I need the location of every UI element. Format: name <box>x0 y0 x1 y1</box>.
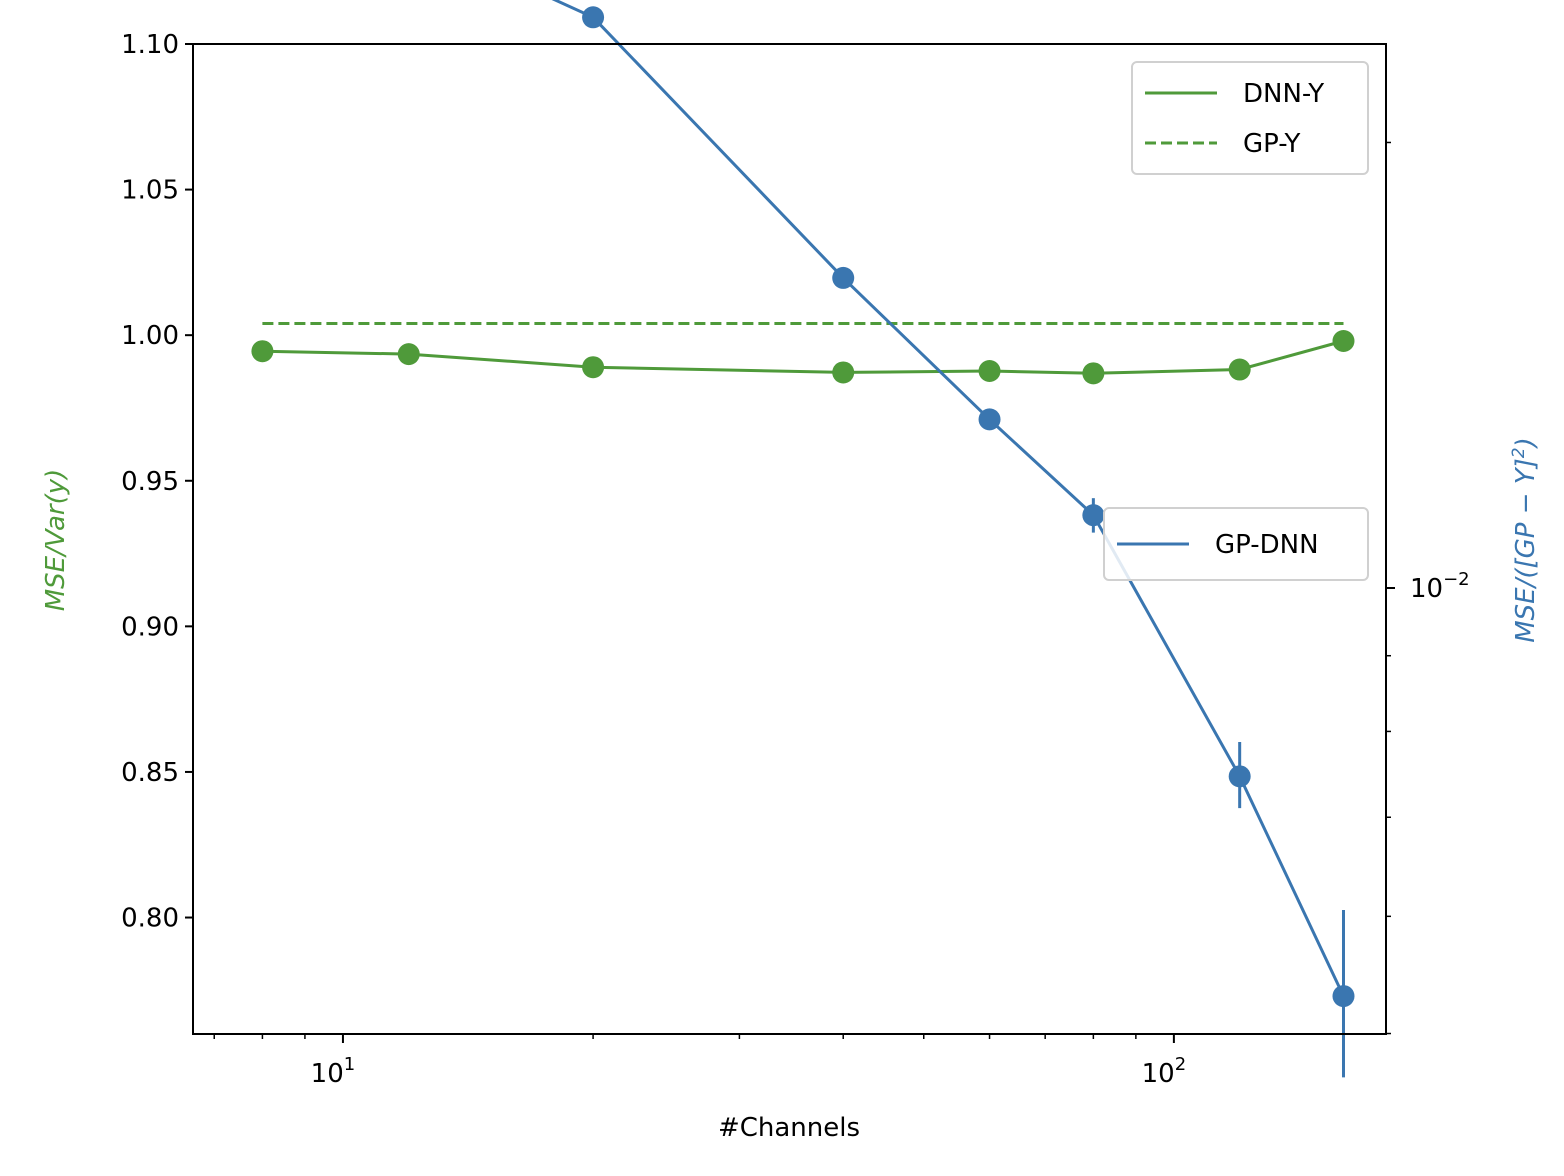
x-tick-label: 102 <box>1142 1054 1187 1089</box>
data-point <box>1082 362 1105 385</box>
x-tick-label: 101 <box>311 1054 356 1089</box>
right-y-axis-label-sup: 2 <box>1509 447 1529 458</box>
data-point <box>1082 504 1105 527</box>
data-point <box>397 343 420 366</box>
series-line-gp-dnn <box>551 0 1345 997</box>
right-y-tick-exp: −2 <box>1443 569 1470 590</box>
right-y-tick-label: 10−2 <box>1410 569 1470 604</box>
plot-area <box>251 0 1355 1078</box>
left-y-tick-label: 0.95 <box>121 467 179 497</box>
left-y-tick-label: 0.85 <box>121 758 179 788</box>
left-y-tick-label: 1.05 <box>121 176 179 206</box>
legend-label-dnn-y: DNN-Y <box>1243 79 1324 109</box>
legend-label-gp-y: GP-Y <box>1243 129 1301 159</box>
right-y-tick-base: 10 <box>1410 574 1443 604</box>
data-point <box>1228 358 1251 381</box>
series-dnn-y <box>251 330 1355 385</box>
plot-frame <box>192 43 1387 1035</box>
legends: DNN-Y GP-Y GP-DNN <box>1103 61 1369 581</box>
legend-box <box>1131 61 1369 175</box>
data-point <box>978 408 1001 431</box>
legend-label-gp-dnn: GP-DNN <box>1215 530 1319 560</box>
series-gp-dnn <box>551 0 1355 1078</box>
data-point <box>978 359 1001 382</box>
data-point <box>832 266 855 289</box>
left-y-axis-label: MSE/Var(y) <box>41 469 71 612</box>
series-line-dnn-y <box>262 339 1344 375</box>
x-axis-label: #Channels <box>718 1113 860 1143</box>
right-y-axis-label-main: MSE/([GP − Y] <box>1511 458 1541 643</box>
left-y-tick-label: 0.80 <box>121 904 179 934</box>
data-point <box>1228 765 1251 788</box>
data-point <box>582 6 605 29</box>
data-point <box>251 340 274 363</box>
x-tick-base: 10 <box>311 1059 344 1089</box>
data-point <box>832 361 855 384</box>
legend-top-right: DNN-Y GP-Y <box>1131 61 1369 175</box>
right-y-axis-label: MSE/([GP − Y]2) <box>1509 437 1541 643</box>
legend-center-right: GP-DNN <box>1103 507 1369 581</box>
left-y-tick-label: 1.10 <box>121 30 179 60</box>
data-point <box>1332 985 1355 1008</box>
legend-box <box>1103 507 1369 581</box>
x-tick-exp: 2 <box>1175 1054 1186 1075</box>
data-point <box>582 356 605 379</box>
left-y-tick-label: 1.00 <box>121 321 179 351</box>
x-tick-exp: 1 <box>344 1054 355 1075</box>
data-point <box>1332 330 1355 352</box>
left-y-tick-label: 0.90 <box>121 612 179 642</box>
x-tick-base: 10 <box>1142 1059 1175 1089</box>
right-y-axis-label-end: ) <box>1511 437 1541 449</box>
